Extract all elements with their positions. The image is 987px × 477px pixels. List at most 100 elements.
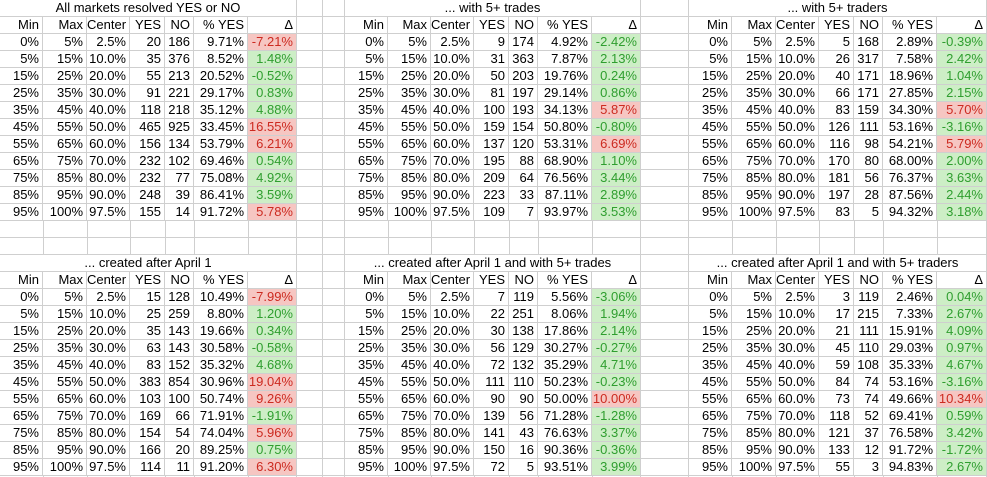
cell-pct-yes[interactable]: 30.58% (194, 340, 248, 357)
cell-delta[interactable]: 9.26% (248, 391, 297, 408)
column-header-delta[interactable]: Δ (937, 272, 987, 289)
column-header-delta[interactable]: Δ (248, 17, 297, 34)
cell-delta[interactable]: -3.16% (937, 374, 987, 391)
cell-yes[interactable]: 56 (474, 340, 509, 357)
cell-min[interactable]: 15% (689, 323, 732, 340)
cell-delta[interactable]: 5.96% (248, 425, 297, 442)
cell-min[interactable]: 25% (689, 85, 732, 102)
cell-yes[interactable]: 83 (819, 204, 854, 221)
cell-no[interactable]: 317 (854, 51, 883, 68)
cell-pct-yes[interactable]: 91.72% (883, 442, 937, 459)
cell-center[interactable]: 10.0% (776, 51, 819, 68)
cell-center[interactable]: 97.5% (431, 204, 474, 221)
cell-yes[interactable]: 35 (130, 323, 165, 340)
cell-yes[interactable]: 114 (130, 459, 165, 476)
cell-delta[interactable]: 4.68% (248, 357, 297, 374)
column-header-min[interactable]: Min (345, 17, 388, 34)
cell-yes[interactable]: 118 (130, 102, 165, 119)
cell-yes[interactable]: 91 (130, 85, 165, 102)
cell-yes[interactable]: 83 (130, 357, 165, 374)
table-title[interactable]: ... created after April 1 and with 5+ tr… (689, 255, 987, 272)
cell-no[interactable]: 120 (509, 136, 538, 153)
cell-no[interactable]: 43 (509, 425, 538, 442)
cell-center[interactable]: 60.0% (431, 136, 474, 153)
cell-min[interactable]: 95% (0, 459, 43, 476)
cell-pct-yes[interactable]: 8.80% (194, 306, 248, 323)
cell-center[interactable]: 40.0% (431, 102, 474, 119)
cell-max[interactable]: 25% (732, 68, 776, 85)
cell-delta[interactable]: 4.71% (592, 357, 641, 374)
cell-yes[interactable]: 50 (474, 68, 509, 85)
cell-yes[interactable]: 5 (819, 34, 854, 51)
cell-min[interactable]: 95% (689, 204, 732, 221)
cell-pct-yes[interactable]: 87.56% (883, 187, 937, 204)
cell-pct-yes[interactable]: 76.63% (538, 425, 592, 442)
cell-pct-yes[interactable]: 75.08% (194, 170, 248, 187)
cell-center[interactable]: 90.0% (87, 187, 130, 204)
cell-max[interactable]: 55% (388, 119, 431, 136)
cell-max[interactable]: 25% (43, 68, 87, 85)
cell-center[interactable]: 90.0% (431, 187, 474, 204)
cell-min[interactable]: 55% (345, 391, 388, 408)
column-header-center[interactable]: Center (776, 17, 819, 34)
cell-pct-yes[interactable]: 53.16% (883, 374, 937, 391)
cell-delta[interactable]: -0.23% (592, 374, 641, 391)
cell-min[interactable]: 0% (0, 34, 43, 51)
cell-yes[interactable]: 232 (130, 170, 165, 187)
cell-yes[interactable]: 72 (474, 357, 509, 374)
cell-pct-yes[interactable]: 35.32% (194, 357, 248, 374)
cell-max[interactable]: 95% (388, 187, 431, 204)
cell-pct-yes[interactable]: 53.31% (538, 136, 592, 153)
cell-pct-yes[interactable]: 10.49% (194, 289, 248, 306)
cell-delta[interactable]: -0.58% (248, 340, 297, 357)
cell-no[interactable]: 14 (165, 204, 194, 221)
cell-min[interactable]: 95% (689, 459, 732, 476)
cell-min[interactable]: 75% (345, 425, 388, 442)
cell-delta[interactable]: 3.18% (937, 204, 987, 221)
cell-yes[interactable]: 3 (819, 289, 854, 306)
cell-pct-yes[interactable]: 68.00% (883, 153, 937, 170)
cell-center[interactable]: 70.0% (87, 408, 130, 425)
cell-no[interactable]: 186 (165, 34, 194, 51)
cell-yes[interactable]: 383 (130, 374, 165, 391)
cell-pct-yes[interactable]: 29.14% (538, 85, 592, 102)
cell-center[interactable]: 20.0% (776, 323, 819, 340)
cell-yes[interactable]: 63 (130, 340, 165, 357)
cell-center[interactable]: 97.5% (87, 459, 130, 476)
cell-min[interactable]: 35% (0, 102, 43, 119)
cell-delta[interactable]: 10.00% (592, 391, 641, 408)
column-header-pct-yes[interactable]: % YES (194, 272, 248, 289)
cell-max[interactable]: 65% (388, 136, 431, 153)
cell-center[interactable]: 70.0% (87, 153, 130, 170)
cell-max[interactable]: 85% (388, 425, 431, 442)
cell-max[interactable]: 25% (388, 68, 431, 85)
cell-max[interactable]: 5% (43, 289, 87, 306)
cell-pct-yes[interactable]: 8.06% (538, 306, 592, 323)
cell-max[interactable]: 55% (43, 374, 87, 391)
cell-no[interactable]: 119 (854, 289, 883, 306)
cell-min[interactable]: 15% (0, 323, 43, 340)
cell-delta[interactable]: 1.10% (592, 153, 641, 170)
cell-delta[interactable]: -0.27% (592, 340, 641, 357)
cell-no[interactable]: 134 (165, 136, 194, 153)
cell-min[interactable]: 75% (689, 425, 732, 442)
cell-yes[interactable]: 109 (474, 204, 509, 221)
cell-yes[interactable]: 73 (819, 391, 854, 408)
cell-min[interactable]: 45% (345, 374, 388, 391)
cell-pct-yes[interactable]: 90.36% (538, 442, 592, 459)
cell-min[interactable]: 45% (0, 374, 43, 391)
cell-no[interactable]: 132 (509, 357, 538, 374)
cell-delta[interactable]: 0.86% (592, 85, 641, 102)
cell-delta[interactable]: 2.44% (937, 187, 987, 204)
cell-no[interactable]: 193 (509, 102, 538, 119)
cell-yes[interactable]: 166 (130, 442, 165, 459)
cell-no[interactable]: 80 (854, 153, 883, 170)
cell-center[interactable]: 40.0% (431, 357, 474, 374)
cell-max[interactable]: 100% (388, 459, 431, 476)
cell-min[interactable]: 85% (0, 187, 43, 204)
cell-yes[interactable]: 31 (474, 51, 509, 68)
cell-pct-yes[interactable]: 7.58% (883, 51, 937, 68)
cell-max[interactable]: 100% (732, 204, 776, 221)
column-header-max[interactable]: Max (43, 17, 87, 34)
column-header-delta[interactable]: Δ (592, 272, 641, 289)
